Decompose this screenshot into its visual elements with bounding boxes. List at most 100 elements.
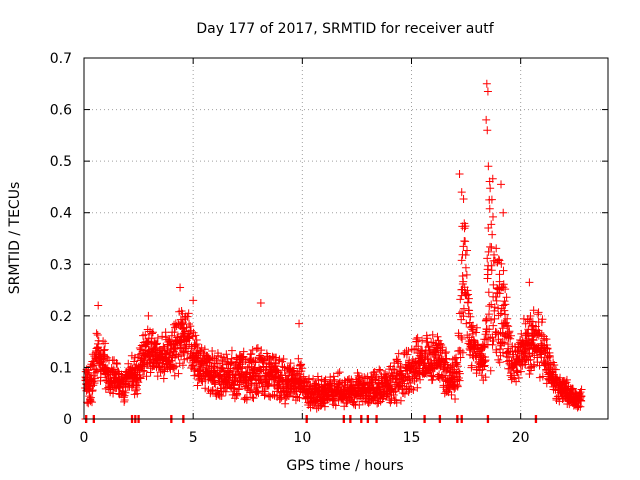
data-point (255, 367, 264, 376)
data-point (252, 388, 261, 397)
data-point (239, 347, 248, 356)
y-tick-label: 0.1 (50, 360, 72, 376)
data-point (457, 256, 466, 265)
data-point (392, 398, 401, 407)
data-point (490, 250, 499, 259)
data-point (450, 354, 459, 363)
data-point (482, 314, 491, 323)
data-point (459, 242, 468, 251)
data-point (133, 389, 142, 398)
data-point (404, 346, 413, 355)
data-point (490, 303, 499, 312)
data-point (423, 354, 432, 363)
data-point (562, 375, 571, 384)
data-point (390, 365, 399, 374)
data-point (455, 367, 464, 376)
data-point (99, 350, 108, 359)
data-point (333, 369, 342, 378)
data-point (485, 310, 494, 319)
data-point (137, 362, 146, 371)
data-point (410, 358, 419, 367)
data-point (441, 358, 450, 367)
data-point (228, 390, 237, 399)
data-point (227, 346, 236, 355)
data-point (279, 355, 288, 364)
data-point (330, 377, 339, 386)
data-point (499, 266, 508, 275)
data-point (191, 331, 200, 340)
data-point (526, 311, 535, 320)
data-point (165, 335, 174, 344)
data-point (453, 362, 462, 371)
data-point (391, 387, 400, 396)
data-point (293, 369, 302, 378)
data-point (120, 396, 129, 405)
data-point (389, 391, 398, 400)
data-point (461, 263, 470, 272)
data-point (386, 378, 395, 387)
data-point (142, 372, 151, 381)
data-point (99, 337, 108, 346)
plot-frame (83, 57, 609, 420)
data-point (538, 372, 547, 381)
data-point (113, 360, 122, 369)
data-point (505, 327, 514, 336)
data-point (210, 379, 219, 388)
data-point (463, 331, 472, 340)
data-point (487, 195, 496, 204)
x-tick-label: 10 (293, 430, 311, 446)
data-point (447, 390, 456, 399)
data-point (177, 343, 186, 352)
data-point (251, 357, 260, 366)
data-point (413, 383, 422, 392)
data-point (556, 373, 565, 382)
data-point (427, 371, 436, 380)
data-point (455, 170, 464, 179)
data-point (533, 358, 542, 367)
y-tick-label: 0 (63, 412, 72, 428)
data-point (460, 224, 469, 233)
data-point (201, 384, 210, 393)
data-point (533, 330, 542, 339)
data-point (257, 346, 266, 355)
data-point (541, 359, 550, 368)
data-point (502, 293, 511, 302)
data-point (278, 362, 287, 371)
data-point (93, 330, 102, 339)
data-point (521, 319, 530, 328)
data-point (185, 319, 194, 328)
data-point (466, 312, 475, 321)
data-point (459, 312, 468, 321)
data-point (355, 400, 364, 409)
data-point (394, 349, 403, 358)
data-point (450, 368, 459, 377)
y-tick-label: 0.3 (50, 257, 72, 273)
data-point (298, 364, 307, 373)
data-point (153, 333, 162, 342)
data-point (442, 354, 451, 363)
data-point (486, 366, 495, 375)
data-point (501, 285, 510, 294)
data-point (472, 328, 481, 337)
data-point (170, 363, 179, 372)
data-point (179, 348, 188, 357)
data-point (286, 359, 295, 368)
data-point (376, 366, 385, 375)
data-point (489, 212, 498, 221)
data-point (495, 358, 504, 367)
x-tick-label: 5 (189, 430, 198, 446)
data-point (462, 319, 471, 328)
data-point (516, 367, 525, 376)
data-point (488, 230, 497, 239)
data-point (472, 323, 481, 332)
data-point (525, 370, 534, 379)
data-point (484, 162, 493, 171)
data-point (248, 346, 257, 355)
data-point (492, 244, 501, 253)
data-point (477, 371, 486, 380)
data-point (451, 395, 460, 404)
data-point (159, 374, 168, 383)
data-point (462, 270, 471, 279)
data-point (487, 316, 496, 325)
